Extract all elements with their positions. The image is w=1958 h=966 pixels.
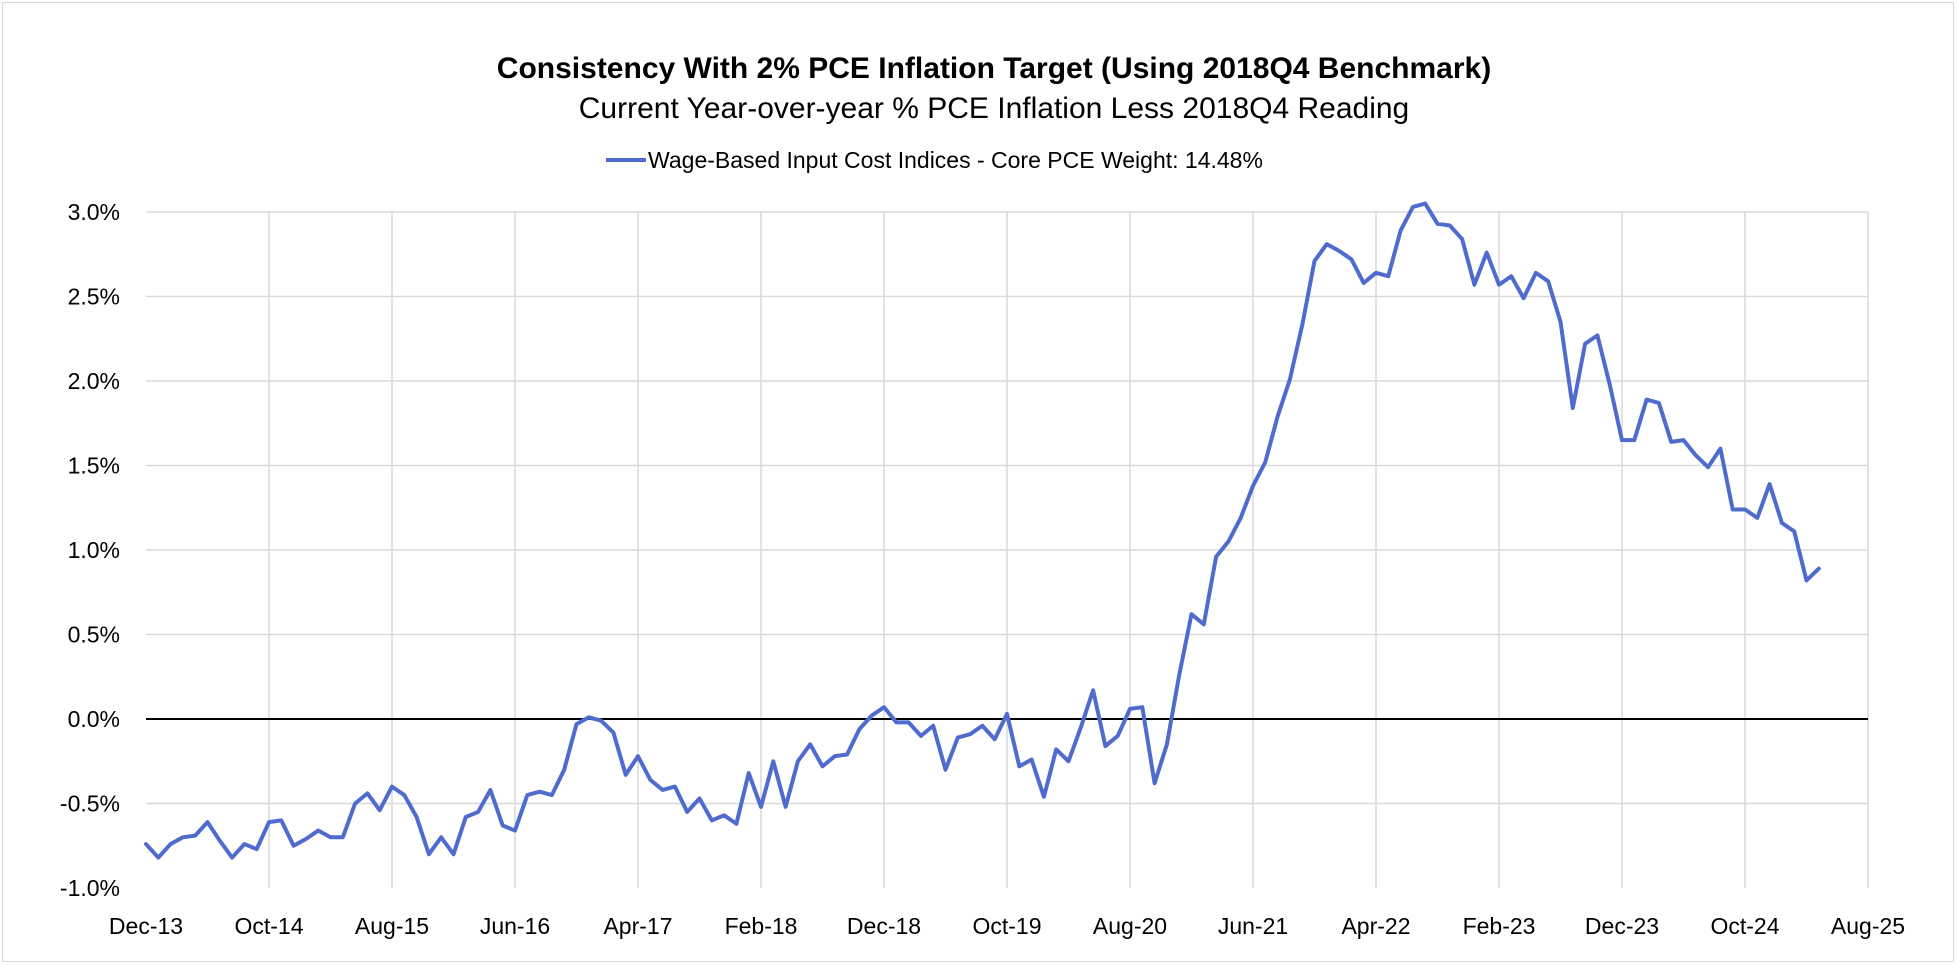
y-tick-label: 1.5% [68, 453, 120, 479]
legend: Wage-Based Input Cost Indices - Core PCE… [606, 147, 1263, 173]
x-tick-label: Dec-13 [109, 913, 183, 939]
chart-subtitle: Current Year-over-year % PCE Inflation L… [579, 92, 1409, 125]
y-tick-label: 2.0% [68, 368, 120, 394]
y-tick-label: 0.0% [68, 706, 120, 732]
x-tick-label: Jun-16 [480, 913, 550, 939]
y-tick-label: 3.0% [68, 199, 120, 225]
x-tick-label: Aug-25 [1831, 913, 1905, 939]
x-axis-labels: Dec-13 Oct-14 Aug-15 Jun-16 Apr-17 Feb-18 Dec-… [109, 913, 1905, 939]
horizontal-gridlines [146, 211, 1868, 805]
chart-title: Consistency With 2% PCE Inflation Target… [497, 52, 1491, 85]
y-tick-label: -0.5% [60, 791, 120, 817]
y-tick-label: 1.0% [68, 537, 120, 563]
x-tick-label: Oct-14 [234, 913, 303, 939]
legend-label: Wage-Based Input Cost Indices - Core PCE… [648, 147, 1263, 173]
y-axis-labels: -1.0% -0.5% 0.0% 0.5% 1.0% 1.5% 2.0% 2.5% 3.0% [60, 199, 120, 901]
x-tick-label: Feb-18 [725, 913, 798, 939]
x-tick-label: Oct-24 [1710, 913, 1779, 939]
x-tick-label: Aug-20 [1093, 913, 1167, 939]
series-line [144, 201, 1821, 860]
x-tick-label: Feb-23 [1463, 913, 1536, 939]
x-tick-label: Apr-22 [1341, 913, 1410, 939]
x-tick-label: Dec-18 [847, 913, 921, 939]
x-tick-label: Dec-23 [1585, 913, 1659, 939]
y-tick-label: -1.0% [60, 875, 120, 901]
y-tick-label: 0.5% [68, 622, 120, 648]
x-tick-label: Apr-17 [603, 913, 672, 939]
x-tick-label: Oct-19 [972, 913, 1041, 939]
x-tick-label: Jun-21 [1218, 913, 1288, 939]
y-tick-label: 2.5% [68, 284, 120, 310]
x-tick-label: Aug-15 [355, 913, 429, 939]
